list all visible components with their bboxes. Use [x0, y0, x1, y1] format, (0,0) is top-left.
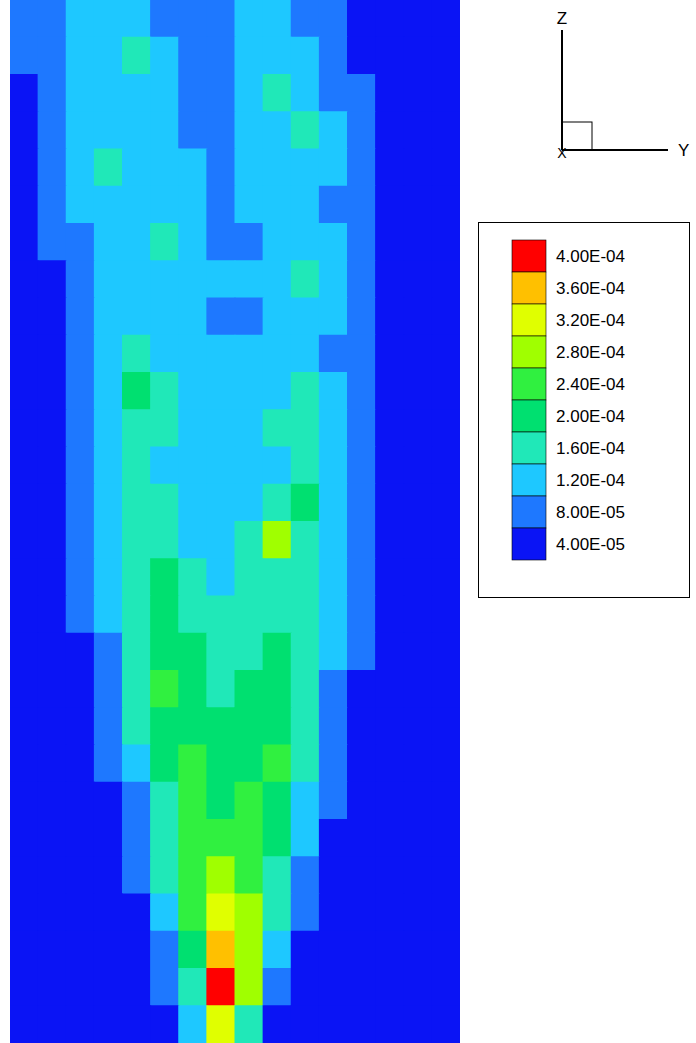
- svg-text:1.60E-04: 1.60E-04: [556, 439, 625, 458]
- svg-text:4.00E-05: 4.00E-05: [556, 535, 625, 554]
- svg-text:3.60E-04: 3.60E-04: [556, 279, 625, 298]
- svg-text:Y: Y: [678, 141, 689, 160]
- svg-text:8.00E-05: 8.00E-05: [556, 503, 625, 522]
- svg-text:4.00E-04: 4.00E-04: [556, 247, 625, 266]
- svg-text:2.00E-04: 2.00E-04: [556, 407, 625, 426]
- svg-text:Z: Z: [557, 9, 567, 28]
- svg-text:X: X: [557, 145, 567, 161]
- svg-text:3.20E-04: 3.20E-04: [556, 311, 625, 330]
- svg-text:2.80E-04: 2.80E-04: [556, 343, 625, 362]
- svg-text:1.20E-04: 1.20E-04: [556, 471, 625, 490]
- svg-text:2.40E-04: 2.40E-04: [556, 375, 625, 394]
